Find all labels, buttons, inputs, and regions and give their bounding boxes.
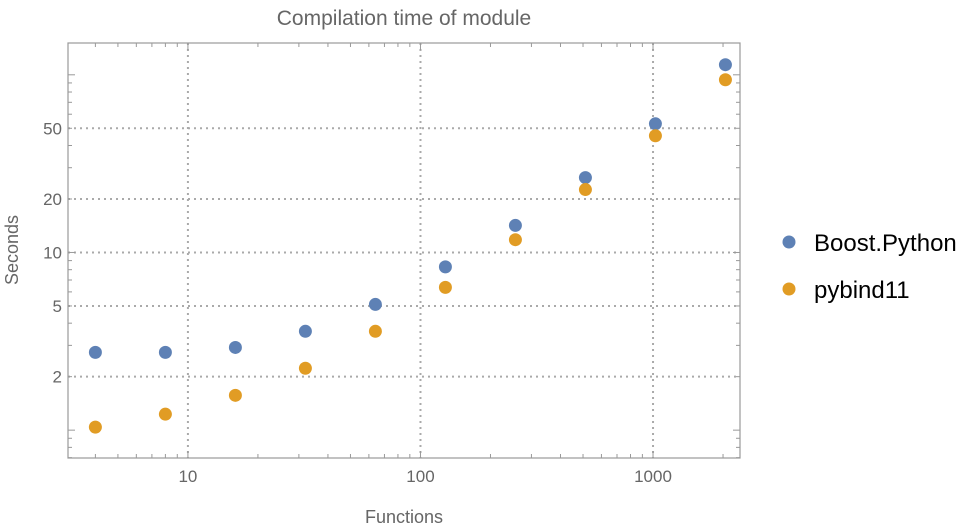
point-boost-python bbox=[88, 345, 102, 359]
point-pybind11 bbox=[298, 361, 312, 375]
chart-title: Compilation time of module bbox=[277, 7, 531, 30]
grid bbox=[68, 43, 740, 458]
point-pybind11 bbox=[88, 420, 102, 434]
point-boost-python bbox=[228, 340, 242, 354]
point-pybind11 bbox=[438, 280, 452, 294]
point-boost-python bbox=[718, 58, 732, 72]
point-boost-python bbox=[648, 117, 662, 131]
y-axis-label: Seconds bbox=[2, 215, 22, 285]
ticks: 10 100 1000 2 5 10 20 50 bbox=[43, 43, 740, 486]
point-boost-python bbox=[508, 218, 522, 232]
x-tick-label: 1000 bbox=[634, 467, 672, 486]
point-pybind11 bbox=[228, 388, 242, 402]
x-tick-label: 100 bbox=[406, 467, 434, 486]
legend-label-pybind11: pybind11 bbox=[814, 277, 910, 304]
point-pybind11 bbox=[578, 183, 592, 197]
legend-marker-boost-python bbox=[782, 235, 796, 249]
point-pybind11 bbox=[368, 324, 382, 338]
x-tick-label: 10 bbox=[178, 467, 197, 486]
point-boost-python bbox=[158, 345, 172, 359]
point-boost-python bbox=[438, 260, 452, 274]
point-boost-python bbox=[298, 324, 312, 338]
point-boost-python bbox=[368, 297, 382, 311]
point-pybind11 bbox=[508, 233, 522, 247]
y-tick-label: 50 bbox=[43, 119, 62, 138]
y-tick-label: 10 bbox=[43, 243, 62, 262]
point-pybind11 bbox=[648, 129, 662, 143]
point-pybind11 bbox=[718, 73, 732, 87]
point-boost-python bbox=[578, 171, 592, 185]
legend: Boost.Python pybind11 bbox=[782, 230, 957, 304]
y-tick-label: 20 bbox=[43, 190, 62, 209]
points bbox=[88, 58, 732, 434]
point-pybind11 bbox=[158, 407, 172, 421]
legend-marker-pybind11 bbox=[782, 282, 796, 296]
y-tick-label: 5 bbox=[53, 297, 62, 316]
y-tick-label: 2 bbox=[53, 368, 62, 387]
plot-frame bbox=[67, 42, 741, 459]
x-axis-label: Functions bbox=[365, 507, 443, 525]
legend-label-boost-python: Boost.Python bbox=[814, 230, 957, 257]
